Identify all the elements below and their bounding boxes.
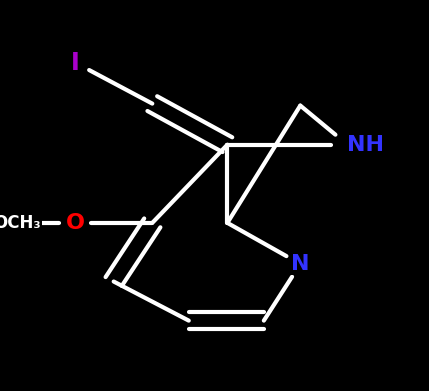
Text: OCH₃: OCH₃ <box>0 214 41 232</box>
Text: I: I <box>71 50 79 75</box>
Text: NH: NH <box>347 135 384 155</box>
Text: O: O <box>66 213 85 233</box>
Text: N: N <box>291 254 310 274</box>
